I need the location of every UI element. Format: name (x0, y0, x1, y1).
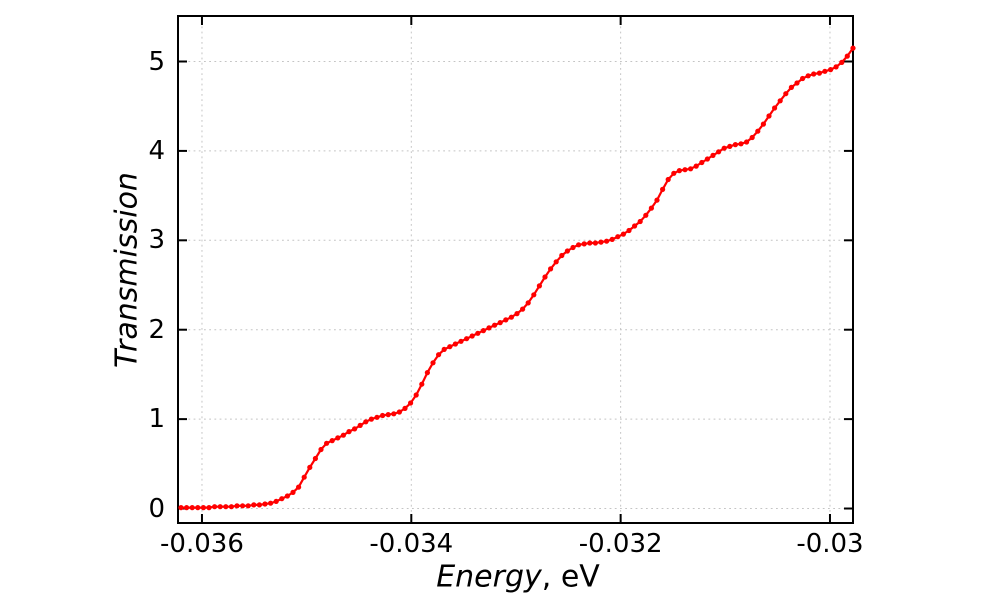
series-line (179, 47, 855, 509)
y-tick-label: 0 (148, 493, 165, 524)
series-markers (178, 45, 856, 511)
x-tick-label: -0.036 (160, 529, 244, 559)
y-tick-label: 3 (148, 225, 165, 256)
x-tick-label: -0.034 (369, 529, 454, 559)
grid-lines (178, 16, 853, 523)
x-axis-title-unit: , eV (541, 559, 600, 595)
x-axis-title: Energy, eV (436, 560, 600, 595)
x-tick-label: -0.032 (578, 529, 663, 559)
x-tick-label: -0.03 (796, 529, 864, 559)
y-tick-label: 4 (148, 135, 165, 166)
y-axis-title: Transmission (110, 172, 145, 368)
plot-border (177, 15, 854, 524)
y-tick-label: 5 (148, 46, 165, 77)
y-tick-label: 2 (148, 314, 165, 345)
y-axis-title-text: Transmission (109, 172, 145, 368)
y-tick-label: 1 (148, 404, 165, 435)
axis-ticks (178, 16, 853, 523)
x-axis-title-word: Energy (436, 559, 542, 595)
